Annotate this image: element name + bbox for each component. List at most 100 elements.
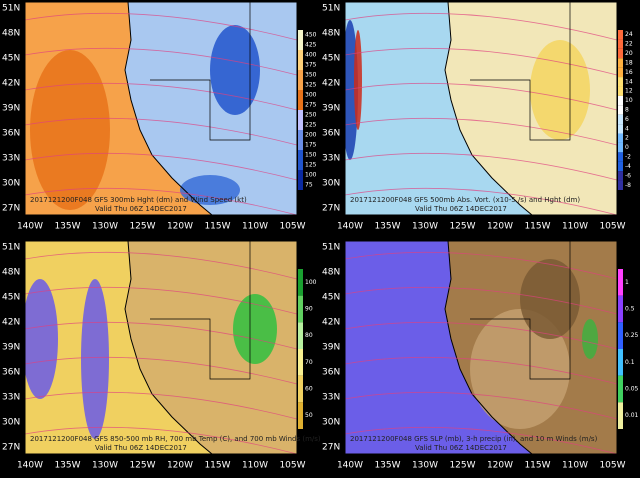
colorbar-swatch — [618, 30, 623, 40]
colorbar-label: 275 — [305, 102, 317, 109]
colorbar-swatch — [298, 140, 303, 150]
lat-label: 27N — [322, 204, 340, 214]
lat-label: 36N — [2, 368, 20, 378]
lat-label: 51N — [2, 4, 20, 14]
lat-label: 42N — [2, 318, 20, 328]
colorbar-label: 425 — [305, 42, 317, 49]
state-border — [470, 241, 571, 380]
colorbar-swatch — [618, 95, 623, 106]
lon-label: 110W — [562, 461, 588, 471]
colorbar-label: 50 — [305, 412, 313, 419]
lat-label: 33N — [322, 393, 340, 403]
colorbar-swatch — [618, 77, 623, 87]
lon-label: 115W — [524, 222, 550, 232]
lat-label: 39N — [322, 343, 340, 353]
colorbar-label: 14 — [625, 78, 633, 85]
lon-label: 140W — [337, 461, 363, 471]
valid-time: Valid Thu 06Z 14DEC2017 — [415, 205, 507, 213]
colorbar-label: 20 — [625, 50, 633, 57]
lon-label: 120W — [487, 222, 513, 232]
colorbar-swatch — [618, 105, 623, 115]
colorbar-label: 100 — [305, 172, 317, 179]
contour — [345, 82, 617, 111]
colorbar-swatch — [618, 48, 623, 59]
lon-label: 140W — [17, 222, 43, 232]
colorbar-label: 4 — [625, 125, 629, 132]
lat-label: 27N — [2, 443, 20, 453]
colorbar-label: 0 — [625, 144, 629, 151]
field-blob — [180, 175, 240, 205]
lon-label: 130W — [92, 222, 118, 232]
lat-label: 45N — [322, 54, 340, 64]
map-panel: 51N 48N 45N 42N 39N 36N 33N 30N 27N 140W 135W 130W 1… — [2, 240, 321, 471]
field-blob — [233, 294, 277, 364]
lat-label: 30N — [2, 418, 20, 428]
colorbar-swatch — [298, 402, 303, 429]
contour — [25, 286, 297, 315]
colorbar-swatch — [298, 100, 303, 110]
colorbar-swatch — [618, 349, 623, 376]
colorbar-label: 1 — [625, 279, 629, 286]
contour — [345, 12, 617, 41]
lat-label: 30N — [2, 179, 20, 189]
colorbar-swatch — [298, 110, 303, 120]
colorbar-swatch — [298, 60, 303, 70]
colorbar-swatch — [618, 402, 623, 429]
colorbar-label: 22 — [625, 41, 633, 48]
colorbar-swatch — [618, 142, 623, 153]
lat-label: 42N — [322, 318, 340, 328]
lon-label: 110W — [242, 222, 268, 232]
plot-area — [345, 2, 617, 215]
state-border — [150, 2, 251, 141]
field-blob — [530, 40, 590, 140]
lon-label: 110W — [242, 461, 268, 471]
colorbar-swatch — [618, 180, 623, 190]
colorbar-swatch — [298, 50, 303, 60]
colorbar-swatch — [618, 67, 623, 78]
colorbar-swatch — [618, 152, 623, 162]
lat-label: 42N — [2, 79, 20, 89]
colorbar-swatch — [298, 180, 303, 190]
colorbar-swatch — [618, 86, 623, 96]
contour — [345, 47, 617, 76]
lat-label: 27N — [2, 204, 20, 214]
colorbar-label: 350 — [305, 72, 317, 79]
colorbar-swatch — [618, 114, 623, 125]
lon-label: 135W — [374, 461, 400, 471]
colorbar-label: -6 — [625, 172, 631, 179]
colorbar-label: 100 — [305, 279, 317, 286]
field-blob — [210, 25, 260, 115]
contour — [25, 391, 297, 420]
valid-time: Valid Thu 06Z 14DEC2017 — [95, 444, 187, 452]
colorbar-swatch — [298, 160, 303, 170]
colorbar-label: 16 — [625, 69, 633, 76]
lon-label: 120W — [487, 461, 513, 471]
colorbar-label: 325 — [305, 82, 317, 89]
lat-label: 27N — [322, 443, 340, 453]
colorbar-label: 0.25 — [625, 332, 639, 339]
plot-frame — [24, 240, 298, 455]
lon-label: 125W — [449, 461, 475, 471]
lat-label: 36N — [322, 368, 340, 378]
lat-label: 30N — [322, 418, 340, 428]
plot-frame — [24, 1, 298, 216]
plot-frame — [344, 1, 618, 216]
lon-label: 125W — [449, 222, 475, 232]
contour — [25, 356, 297, 385]
field-blob — [30, 50, 110, 210]
lat-label: 39N — [2, 343, 20, 353]
colorbar-label: -4 — [625, 163, 631, 170]
contour — [345, 187, 617, 215]
colorbar-label: 12 — [625, 88, 633, 95]
colorbar-swatch — [298, 295, 303, 323]
colorbar-swatch — [298, 349, 303, 376]
colorbar-swatch — [298, 40, 303, 50]
colorbar-label: 0.1 — [625, 359, 635, 366]
lon-label: 125W — [129, 461, 155, 471]
colorbar-swatch — [298, 120, 303, 130]
plot-area — [25, 241, 297, 454]
lon-label: 115W — [524, 461, 550, 471]
contour — [345, 426, 617, 454]
contour — [25, 321, 297, 350]
contour — [345, 391, 617, 420]
